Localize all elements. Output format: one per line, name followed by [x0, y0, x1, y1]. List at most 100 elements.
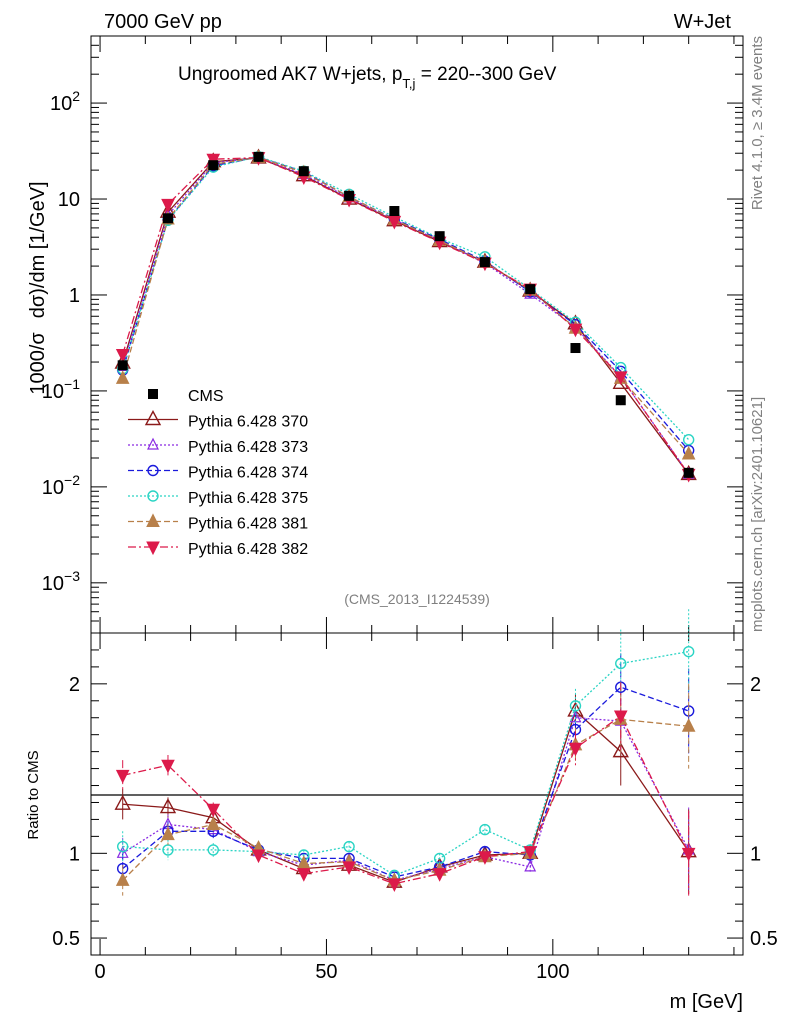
data-point	[162, 213, 173, 224]
ratio-series-line	[122, 717, 690, 882]
main-y-tick-label: 10−1	[42, 376, 80, 403]
ratio-series-point	[524, 859, 537, 872]
data-point	[525, 284, 536, 295]
main-y-axis-label-a: 1000/σ	[27, 332, 49, 395]
legend-label: Pythia 6.428 373	[188, 439, 308, 456]
plot-title-rest: = 220--300 GeV	[415, 64, 556, 85]
ratio-series-point	[342, 861, 356, 875]
legend-label: Pythia 6.428 374	[188, 465, 308, 482]
legend-label: Pythia 6.428 375	[188, 490, 308, 507]
data-point	[208, 160, 219, 171]
legend-label: Pythia 6.428 382	[188, 541, 308, 558]
data-point	[570, 343, 581, 354]
main-y-axis-label: 1000/σ dσ)/dm [1/GeV]	[27, 181, 49, 394]
ratio-series-point	[206, 816, 221, 831]
rivet-version-label: Rivet 4.1.0, ≥ 3.4M events	[749, 36, 766, 210]
x-tick-label: 100	[536, 961, 569, 983]
main-plot-series	[114, 148, 697, 483]
legend-marker-cms	[148, 389, 158, 399]
main-series-point	[206, 153, 221, 168]
data-point	[683, 467, 694, 478]
ratio-series-point	[159, 798, 177, 814]
main-y-tick-label: 102	[50, 88, 80, 115]
ratio-series-point	[432, 868, 447, 882]
main-series-line	[122, 156, 690, 455]
ratio-plot-series	[114, 609, 697, 896]
ratio-series-point	[478, 851, 492, 865]
main-series-point	[613, 371, 628, 386]
ratio-series-line	[122, 686, 689, 878]
data-point	[389, 206, 400, 217]
ratio-series-point	[479, 823, 491, 836]
ratio-y-tick-label-right: 0.5	[750, 928, 778, 950]
ratio-series-point	[615, 657, 627, 670]
ratio-series-point	[681, 718, 696, 732]
plot-title: Ungroomed AK7 W+jets, pT,j = 220--300 Ge…	[178, 64, 557, 91]
ratio-series-point	[162, 844, 174, 856]
legend-label: Pythia 6.428 381	[188, 516, 308, 533]
ratio-series-point	[161, 826, 175, 841]
data-point	[344, 190, 355, 201]
ratio-y-tick-label-left: 0.5	[52, 928, 80, 950]
analysis-id-label: (CMS_2013_I1224539)	[344, 591, 490, 607]
data-point	[117, 360, 128, 371]
ratio-series-point	[523, 846, 538, 860]
ratio-series-point	[568, 742, 583, 757]
ratio-series-line	[122, 718, 689, 882]
ratio-series-point	[251, 849, 266, 864]
ratio-series-point	[114, 794, 131, 810]
legend-label-cms: CMS	[188, 388, 224, 405]
mcplots-label: mcplots.cern.ch [arXiv:2401.10621]	[749, 397, 766, 632]
main-y-ticks	[91, 35, 743, 634]
legend-marker	[146, 513, 160, 527]
legend-marker	[147, 490, 159, 502]
ratio-series-point	[115, 769, 130, 784]
ratio-y-tick-label-left: 1	[69, 843, 80, 865]
main-series-point	[681, 445, 696, 460]
main-y-tick-label: 10−3	[42, 568, 80, 595]
legend-marker	[147, 464, 159, 477]
ratio-series-point	[116, 840, 129, 853]
process-label: W+Jet	[674, 11, 732, 33]
data-point	[479, 257, 490, 268]
data-point	[253, 151, 264, 162]
main-y-tick-labels: 102 10 1 10−1 10−2 10−3	[42, 88, 80, 595]
main-y-tick-label: 10	[58, 189, 80, 211]
ratio-y-axis-label: Ratio to CMS	[25, 750, 42, 839]
ratio-series-point	[612, 742, 629, 758]
main-series-point	[568, 323, 583, 338]
main-series-point	[161, 198, 175, 213]
main-series-point	[682, 434, 695, 446]
ratio-series-point	[296, 868, 311, 882]
ratio-series-point	[206, 803, 221, 818]
data-point	[298, 166, 309, 177]
x-tick-label: 0	[94, 961, 105, 983]
legend-marker	[147, 437, 159, 450]
data-point	[434, 231, 445, 242]
ratio-y-tick-label-left: 2	[69, 674, 80, 696]
ratio-y-tick-label-right: 1	[750, 843, 761, 865]
ratio-series-point	[681, 847, 696, 862]
main-series-line	[122, 156, 690, 451]
main-plot-data-points	[117, 151, 694, 478]
legend-label: Pythia 6.428 370	[188, 414, 308, 431]
data-point	[615, 395, 626, 406]
ratio-series-point	[161, 759, 175, 774]
ratio-series-line	[122, 715, 690, 885]
x-tick-label: 50	[315, 961, 337, 983]
x-axis-label: m [GeV]	[670, 991, 743, 1013]
ratio-series-point	[115, 872, 130, 886]
main-y-tick-label: 10−2	[42, 472, 80, 499]
ratio-series-point	[207, 844, 219, 856]
legend: CMS Pythia 6.428 370 Pythia 6.428 373 Pythi…	[128, 388, 308, 558]
main-y-axis-label-b: dσ)/dm [1/GeV]	[27, 181, 49, 318]
ratio-series-point	[387, 878, 402, 892]
ratio-series-point	[343, 840, 355, 853]
plot-title-sub: T,j	[402, 76, 415, 91]
ratio-series-line	[122, 650, 689, 877]
plot-title-main: Ungroomed AK7 W+jets, p	[178, 64, 402, 85]
main-series-point	[115, 348, 130, 363]
ratio-series-point	[569, 700, 582, 712]
ratio-series-line	[122, 709, 690, 883]
